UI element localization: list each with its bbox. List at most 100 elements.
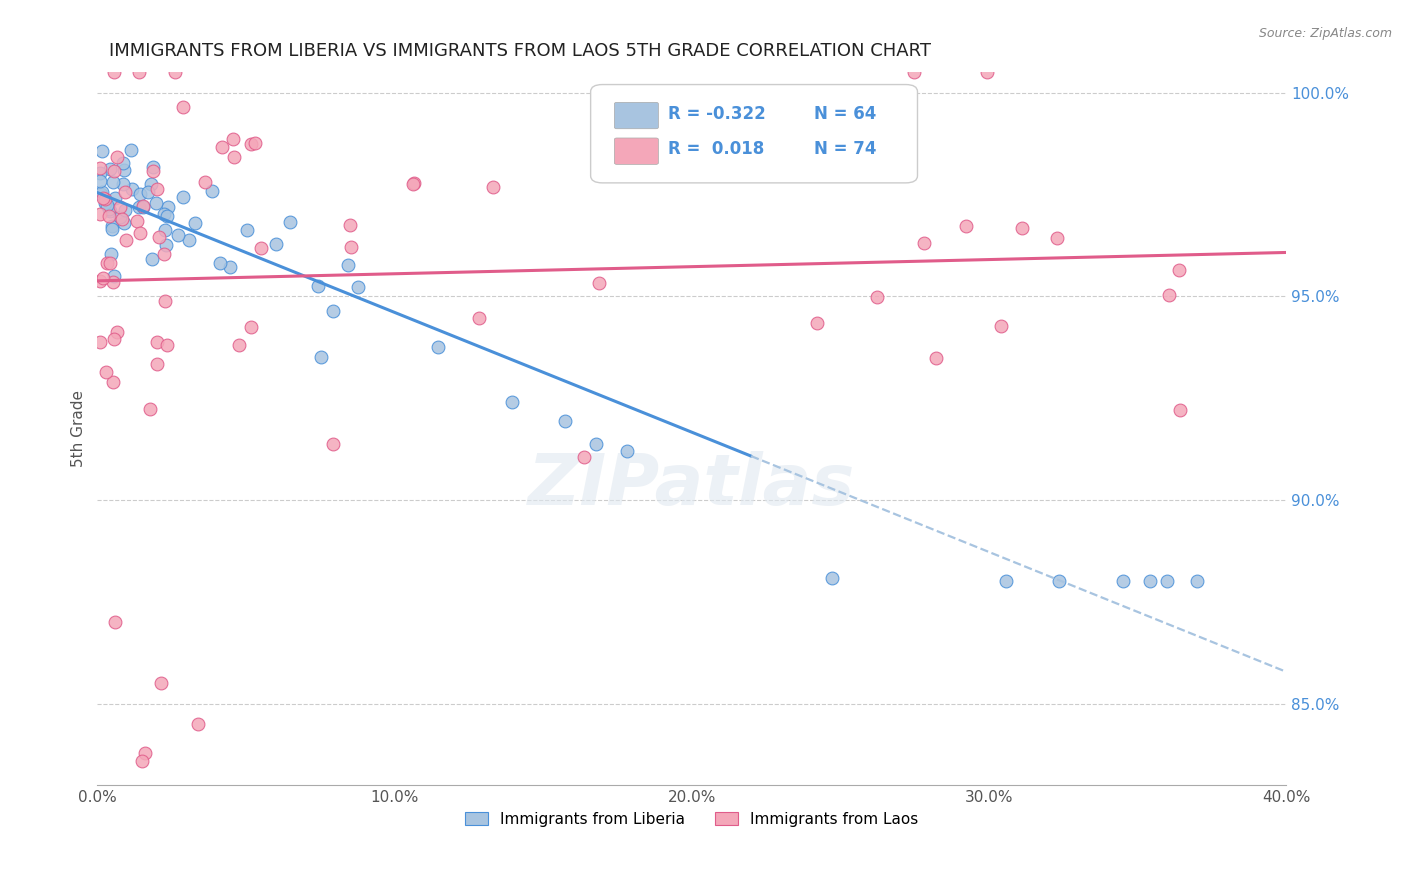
Point (131, 200, 153, 214)
Point (111, 212, 134, 227)
Point (115, 233, 138, 247)
Point (240, 136, 263, 151)
Point (96, 197, 118, 211)
Point (150, 676, 173, 690)
Point (995, 574, 1018, 589)
Point (89, 334, 111, 349)
Text: R =  0.018: R = 0.018 (668, 140, 763, 159)
Point (120, 143, 142, 157)
Point (1047, 574, 1070, 589)
Point (588, 276, 610, 290)
Point (1156, 574, 1178, 589)
Point (307, 279, 329, 293)
Point (114, 185, 136, 199)
Point (153, 207, 176, 221)
Point (309, 350, 332, 364)
Point (97, 202, 120, 217)
Text: N = 74: N = 74 (814, 140, 876, 159)
Point (98, 204, 121, 219)
Point (240, 320, 263, 334)
Point (177, 233, 200, 247)
Point (146, 357, 169, 371)
Point (468, 311, 491, 326)
Point (402, 176, 425, 190)
Point (112, 216, 135, 230)
FancyBboxPatch shape (591, 85, 918, 183)
Point (121, 182, 143, 196)
FancyBboxPatch shape (614, 103, 658, 128)
Point (89, 274, 111, 288)
Point (104, 615, 127, 630)
Point (184, 216, 207, 230)
Point (105, 325, 128, 339)
Legend: Immigrants from Liberia, Immigrants from Laos: Immigrants from Liberia, Immigrants from… (457, 804, 927, 835)
FancyBboxPatch shape (614, 138, 658, 164)
Point (128, 65, 150, 79)
Point (90, 186, 112, 201)
Point (104, 191, 127, 205)
Point (91, 271, 114, 285)
Point (865, 289, 887, 303)
Point (167, 228, 190, 243)
Point (136, 185, 159, 199)
Point (172, 190, 194, 204)
Point (221, 132, 243, 146)
Point (156, 209, 179, 223)
Point (156, 200, 179, 214)
Point (616, 443, 638, 458)
Point (142, 164, 165, 178)
Point (1168, 262, 1191, 277)
Point (101, 222, 124, 236)
Point (129, 187, 152, 202)
Point (501, 394, 523, 409)
Point (132, 199, 155, 213)
Point (1046, 231, 1069, 245)
Point (153, 293, 176, 308)
Y-axis label: 5th Grade: 5th Grade (72, 391, 86, 467)
Point (264, 237, 287, 252)
Point (134, 746, 156, 760)
Point (322, 436, 344, 450)
Point (110, 200, 132, 214)
Point (172, 100, 194, 114)
Point (585, 436, 607, 450)
Point (145, 196, 167, 211)
Point (148, 230, 170, 244)
Point (990, 318, 1012, 333)
Point (245, 136, 267, 151)
Point (101, 376, 124, 390)
Point (598, 167, 620, 181)
Point (1011, 221, 1033, 235)
Point (152, 246, 174, 260)
Point (912, 236, 935, 251)
Point (89, 161, 111, 176)
Point (89, 206, 111, 220)
Point (114, 202, 136, 217)
Point (322, 303, 344, 318)
Text: R = -0.322: R = -0.322 (668, 104, 766, 123)
Point (94, 195, 117, 210)
Point (1112, 574, 1135, 589)
Point (156, 338, 179, 352)
Point (228, 338, 250, 352)
Point (91, 190, 114, 204)
Point (131, 754, 153, 768)
Point (127, 213, 149, 227)
Point (94, 365, 117, 379)
Point (1170, 402, 1192, 417)
Point (91, 185, 114, 199)
Point (100, 247, 122, 261)
Point (153, 223, 176, 237)
Point (574, 450, 596, 465)
Point (101, 219, 124, 234)
Point (146, 335, 169, 350)
Point (103, 269, 125, 284)
Point (200, 184, 222, 198)
Point (96, 256, 118, 270)
Point (98, 256, 121, 270)
Point (103, 332, 125, 346)
Point (89, 166, 111, 180)
Point (1157, 288, 1180, 302)
Point (93, 192, 115, 206)
Point (103, 276, 125, 290)
